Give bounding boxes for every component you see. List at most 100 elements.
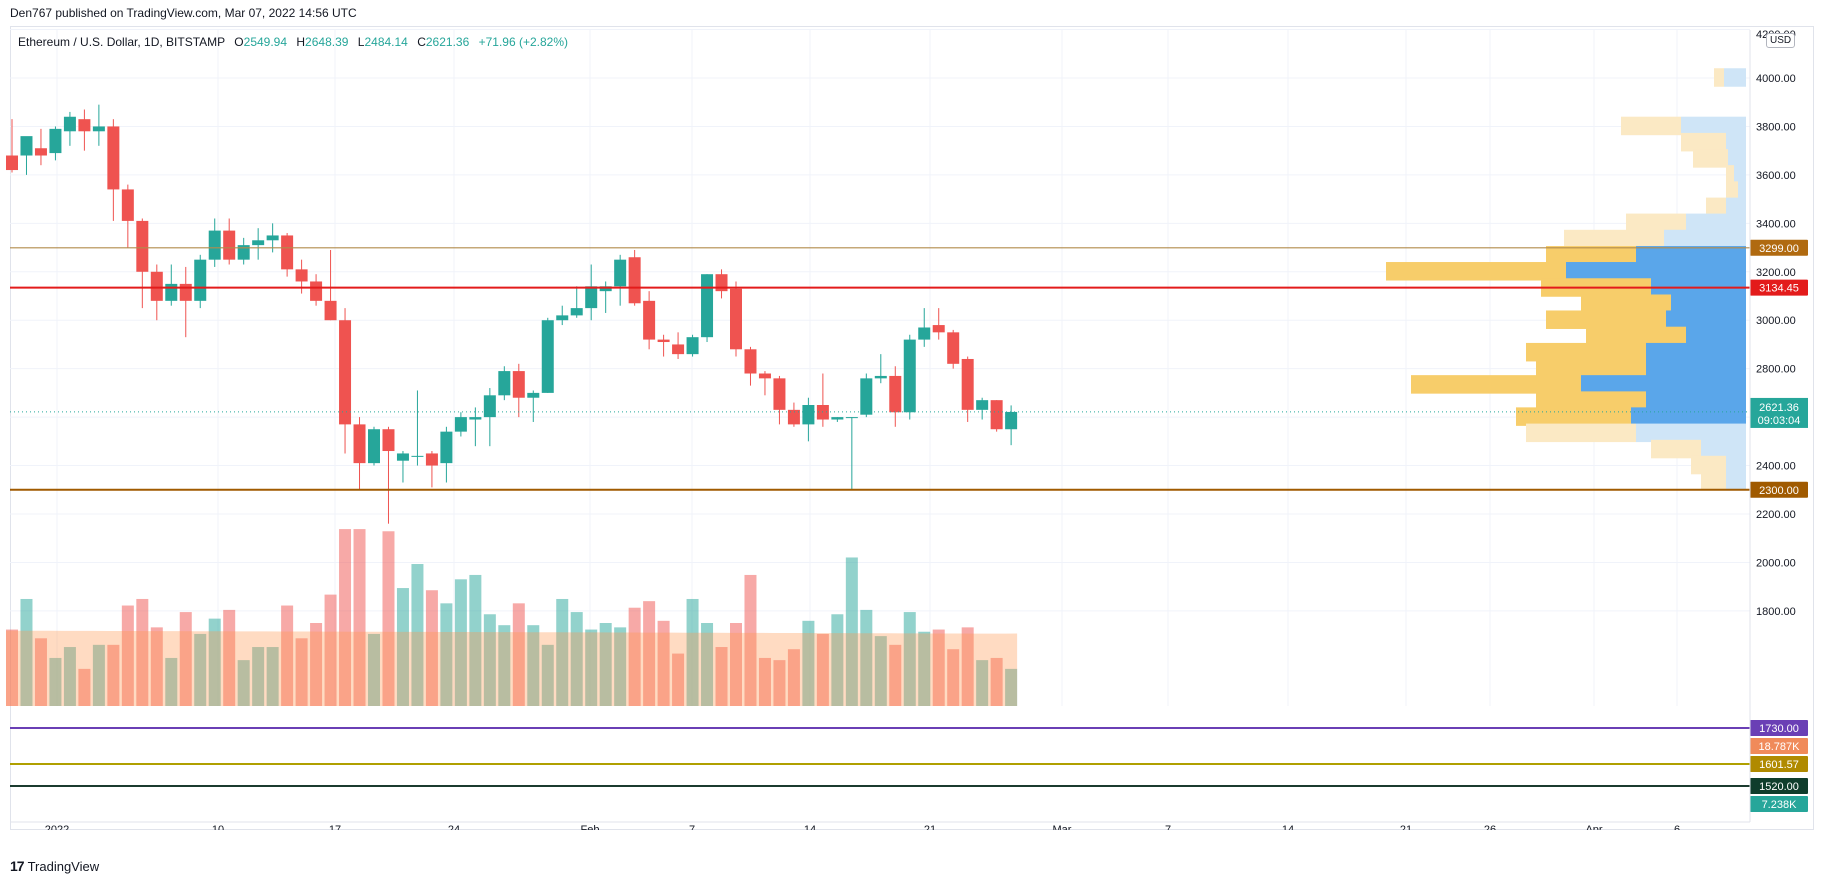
time-tick-label: 7 bbox=[1165, 824, 1171, 830]
volume-bar bbox=[961, 627, 974, 706]
volume-bar bbox=[585, 629, 598, 706]
candle-body bbox=[990, 400, 1003, 430]
symbol-label: Ethereum / U.S. Dollar, 1D, BITSTAMP bbox=[18, 35, 225, 49]
volume-level-badge-1601-text: 1601.57 bbox=[1759, 759, 1799, 771]
profile-bar-up bbox=[1714, 68, 1724, 87]
profile-bar-down bbox=[1646, 342, 1746, 362]
time-tick-label: 24 bbox=[448, 824, 460, 830]
brand-name[interactable]: TradingView bbox=[27, 858, 100, 874]
volume-ma-area bbox=[6, 630, 1018, 706]
volume-level-badge-1520-bg bbox=[1750, 778, 1808, 794]
price-tick-label: 2000.00 bbox=[1756, 557, 1796, 569]
price-chart[interactable]: 4000.00 3800.00 3600.00 3400.00 3200.00 3000.… bbox=[0, 0, 1824, 830]
price-tick-label: 3800.00 bbox=[1756, 121, 1796, 133]
candle-body bbox=[483, 395, 496, 418]
profile-bar-up bbox=[1681, 132, 1726, 152]
candle-body bbox=[165, 283, 178, 301]
candle-body bbox=[223, 230, 236, 260]
profile-bar-up bbox=[1651, 439, 1701, 459]
candle-body bbox=[353, 424, 366, 464]
volume-bar bbox=[816, 633, 829, 706]
volume-bar bbox=[310, 623, 323, 706]
last-price-badge-bg bbox=[1750, 397, 1808, 428]
price-tick-label: 1800.00 bbox=[1756, 606, 1796, 618]
volume-bar bbox=[758, 657, 771, 706]
volume-bar bbox=[556, 598, 569, 706]
profile-bar-down bbox=[1631, 407, 1746, 426]
volume-bar bbox=[686, 598, 699, 706]
candle-body bbox=[208, 230, 221, 260]
candle-body bbox=[121, 189, 134, 221]
candle-body bbox=[78, 119, 91, 132]
volume-bar bbox=[918, 631, 931, 706]
profile-bar-up bbox=[1626, 213, 1686, 233]
volume-bar bbox=[440, 603, 453, 706]
candle-body bbox=[498, 371, 511, 396]
volume-bar bbox=[773, 660, 786, 706]
volume-profile bbox=[1386, 68, 1746, 491]
candle-body bbox=[976, 400, 989, 410]
candle-body bbox=[831, 417, 844, 420]
profile-bar-down bbox=[1686, 213, 1746, 233]
time-tick-label: 14 bbox=[804, 824, 816, 830]
close-label: C bbox=[417, 35, 426, 49]
profile-bar-up bbox=[1516, 407, 1631, 426]
candle-body bbox=[237, 245, 250, 260]
profile-bar-up bbox=[1526, 342, 1646, 362]
profile-bar-down bbox=[1666, 310, 1746, 329]
candle-body bbox=[570, 308, 583, 316]
high-value: 2648.39 bbox=[305, 35, 349, 49]
profile-bar-up bbox=[1581, 294, 1671, 313]
price-tick-label: 3000.00 bbox=[1756, 315, 1796, 327]
profile-bar-down bbox=[1726, 197, 1746, 217]
volume-bar bbox=[527, 625, 540, 706]
candle-body bbox=[150, 271, 163, 301]
candle-body bbox=[440, 431, 453, 464]
profile-bar-down bbox=[1671, 294, 1746, 313]
profile-bar-up bbox=[1691, 455, 1726, 475]
volume-bar bbox=[715, 647, 728, 706]
price-tick-label: 3600.00 bbox=[1756, 170, 1796, 182]
volume-bar bbox=[599, 623, 612, 706]
candle-body bbox=[194, 259, 207, 301]
candle-body bbox=[845, 417, 858, 419]
profile-bar-down bbox=[1726, 455, 1746, 475]
time-tick-label: 26 bbox=[1484, 824, 1496, 830]
volume-bar bbox=[874, 636, 887, 706]
open-value: 2549.94 bbox=[243, 35, 288, 49]
volume-bar bbox=[324, 594, 337, 706]
low-label: L bbox=[357, 35, 365, 49]
volume-bar bbox=[339, 529, 352, 706]
profile-bar-down bbox=[1636, 246, 1746, 265]
volume-bar bbox=[179, 612, 192, 706]
tradingview-logo-icon[interactable]: 17 bbox=[10, 858, 25, 874]
candle-body bbox=[179, 283, 192, 301]
volume-bar bbox=[63, 647, 76, 706]
volume-level-badge-1520: 1520.00 bbox=[1750, 778, 1808, 794]
chart-frame[interactable] bbox=[10, 26, 1814, 830]
volume-bar bbox=[150, 627, 163, 706]
volume-bar bbox=[49, 657, 62, 706]
candle-body bbox=[628, 257, 641, 304]
currency-button[interactable]: USD bbox=[1766, 33, 1796, 48]
candle-body bbox=[6, 155, 18, 171]
level-badge-3299-text: 3299.00 bbox=[1759, 243, 1799, 255]
volume-bar bbox=[744, 574, 757, 706]
volume-bar bbox=[860, 609, 873, 706]
price-tick-label: 2200.00 bbox=[1756, 509, 1796, 521]
time-tick-label: 21 bbox=[924, 824, 936, 830]
candles bbox=[6, 104, 1018, 524]
candle-body bbox=[643, 300, 656, 340]
volume-bar bbox=[78, 668, 91, 706]
price-tick-label: 4000.00 bbox=[1756, 73, 1796, 85]
candle-body bbox=[541, 320, 554, 393]
profile-bar-down bbox=[1581, 375, 1746, 394]
volume-bar bbox=[121, 605, 134, 706]
candle-body bbox=[787, 409, 800, 425]
volume-bar bbox=[223, 609, 236, 706]
candle-body bbox=[556, 315, 569, 321]
candle-body bbox=[889, 375, 902, 413]
time-tick-label: Apr bbox=[1585, 824, 1602, 830]
volume-bar bbox=[643, 601, 656, 706]
